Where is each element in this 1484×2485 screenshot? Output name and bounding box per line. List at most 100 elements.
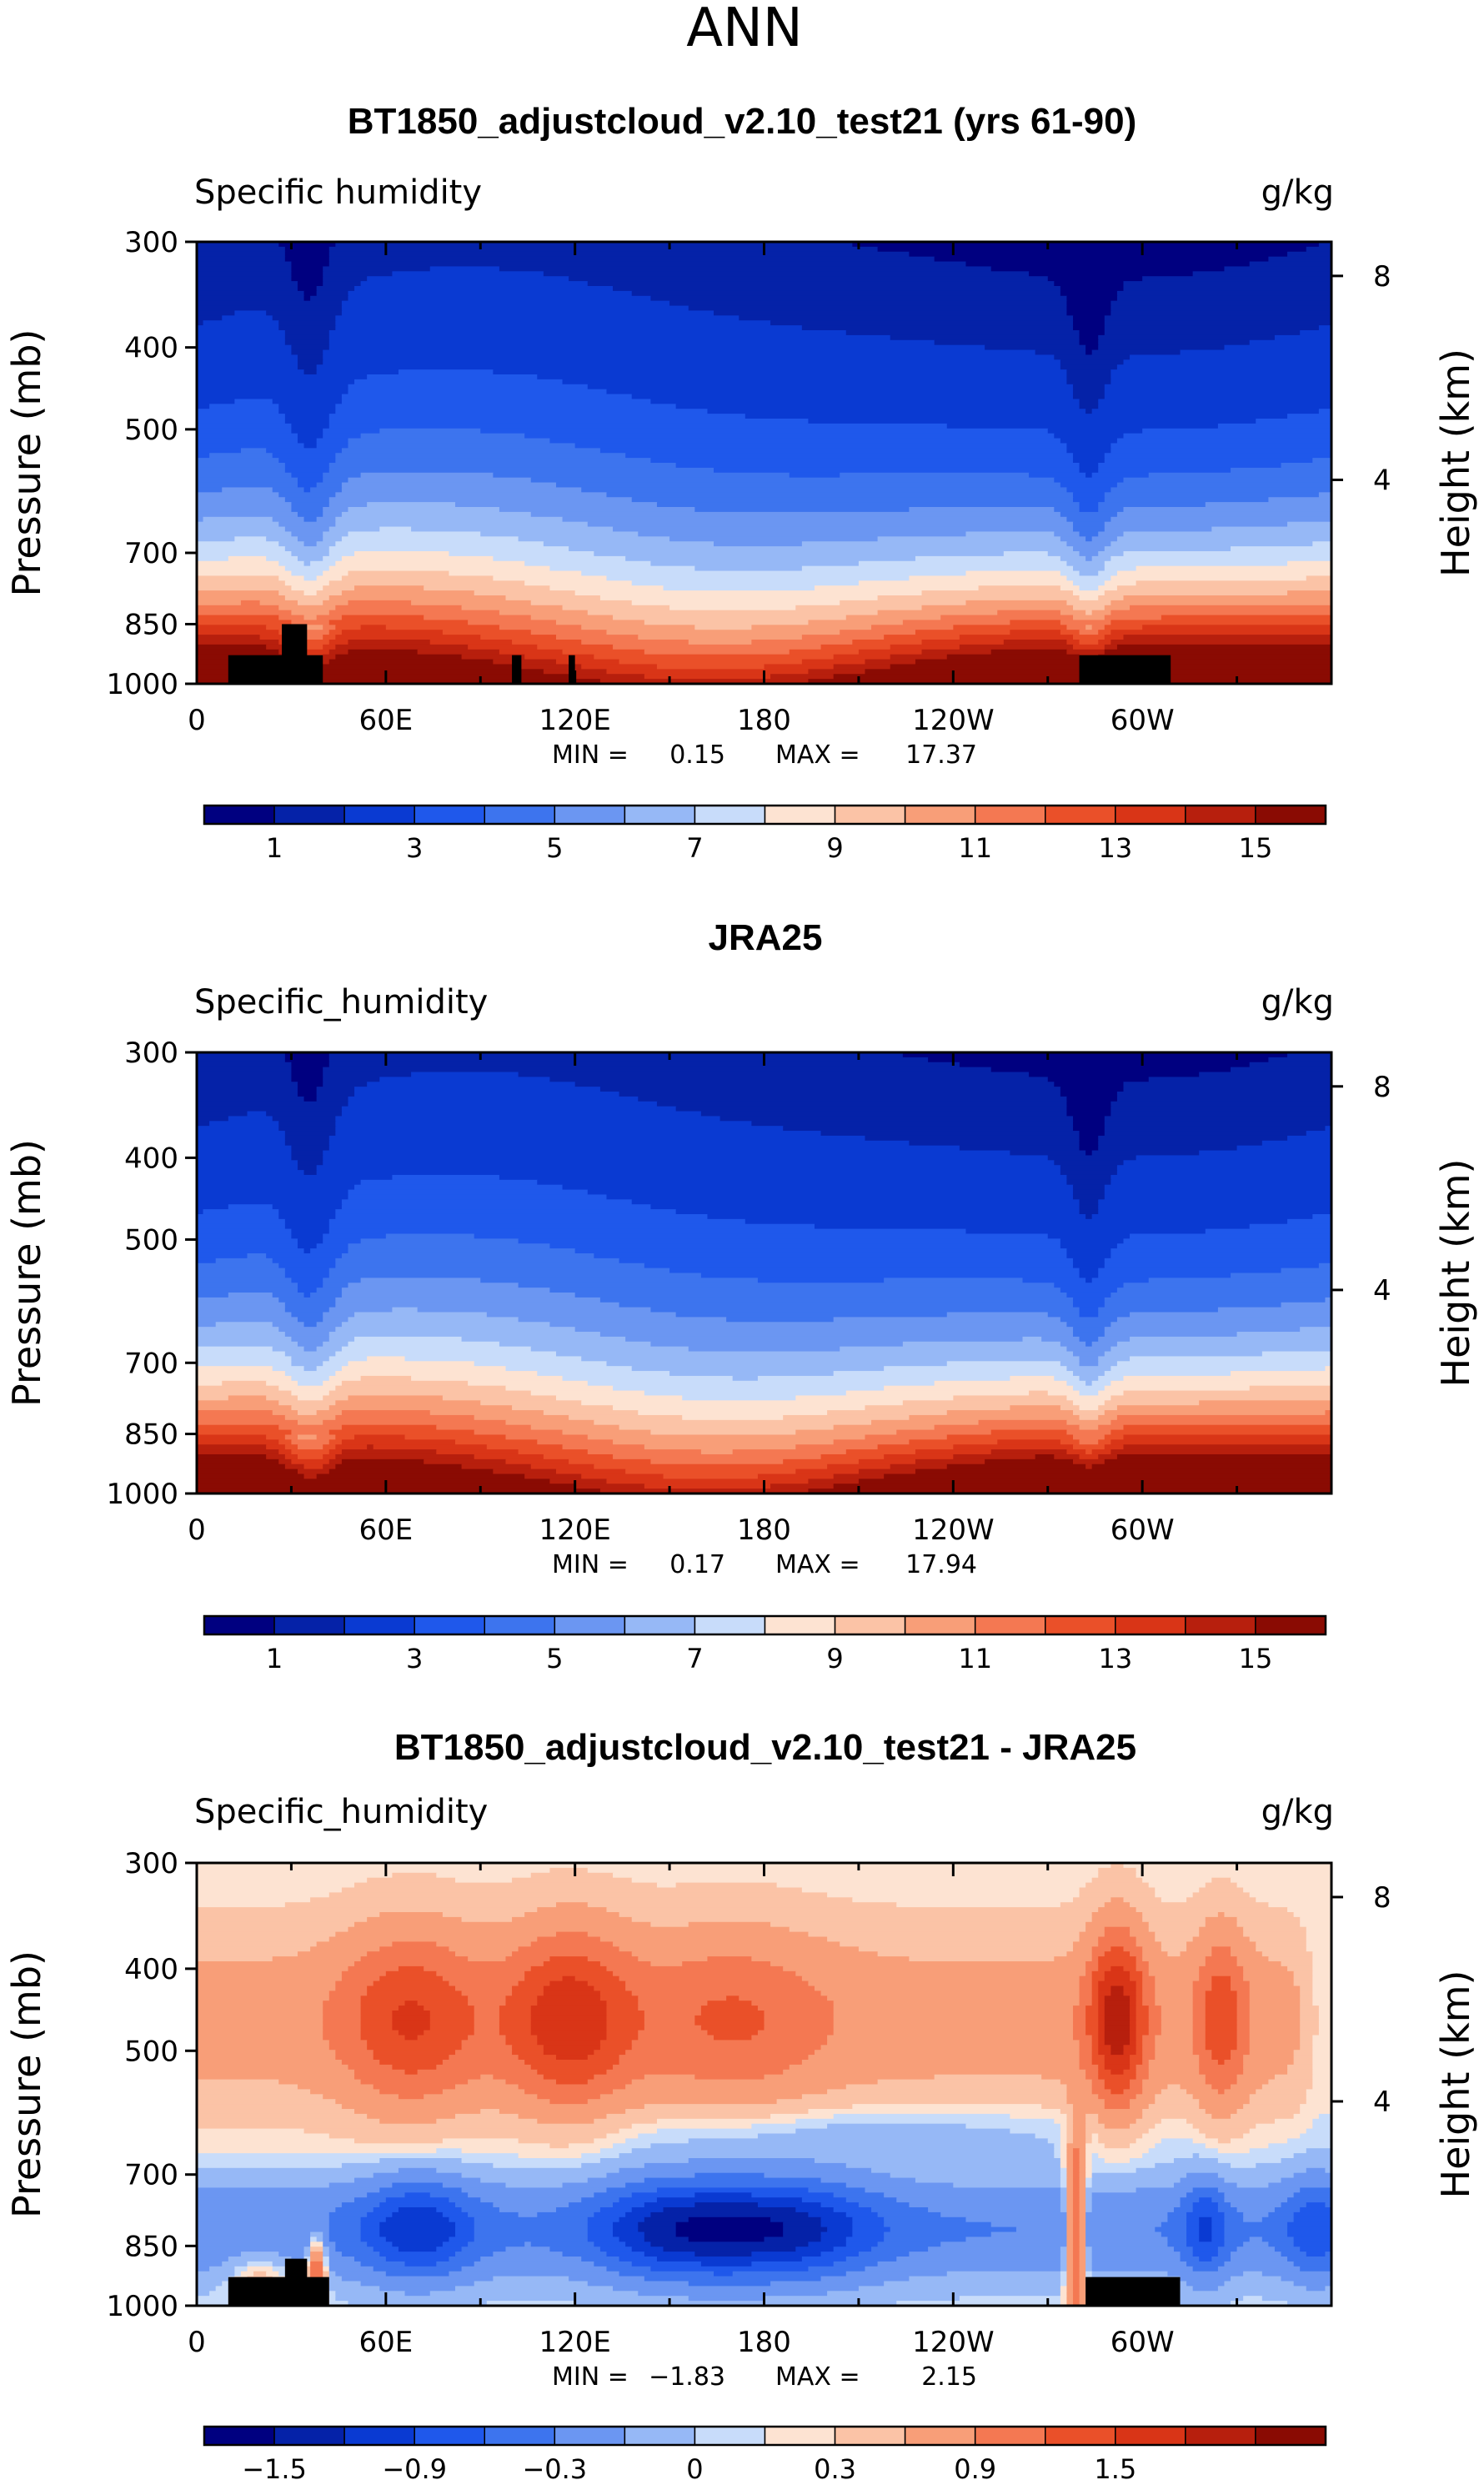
contour-cell [902,1052,1288,1058]
contour-cell [436,1449,519,1455]
contour-cell [1300,1916,1331,1923]
colorbar-label: 9 [826,1643,843,1674]
contour-cell [197,2207,337,2213]
contour-cell [341,482,557,489]
contour-cell [1199,1150,1331,1157]
contour-cell [278,1327,337,1333]
contour-cell [1167,2216,1187,2223]
contour-cell [1186,2216,1201,2223]
contour-cell [1066,443,1112,449]
colorbar-swatch [624,805,696,825]
contour-cell [1066,2153,1074,2159]
contour-cell [303,1170,318,1176]
contour-cell [1312,458,1331,464]
contour-cell [272,1410,298,1416]
contour-cell [303,2252,311,2257]
contour-cell [1072,2104,1105,2110]
contour-cell [1066,2089,1093,2096]
contour-cell [354,2177,482,2184]
contour-cell [1072,2296,1080,2302]
contour-cell [1130,2040,1137,2046]
contour-cell [1318,409,1331,414]
contour-cell [291,1228,330,1235]
contour-cell [1312,1985,1331,1992]
contour-cell [328,2231,362,2238]
contour-cell [1130,1233,1331,1240]
contour-cell [1116,290,1331,297]
contour-cell [272,1956,362,1962]
contour-cell [284,497,330,503]
contour-cell [197,1062,293,1068]
contour-cell [328,246,879,253]
contour-cell [323,644,337,650]
contour-cell [1148,2148,1219,2154]
contour-cell [1110,1985,1125,1992]
contour-cell [965,2236,1068,2243]
colorbar-swatch [484,1615,556,1635]
contour-cell [1268,2143,1331,2149]
contour-cell [197,1189,349,1196]
contour-cell [1236,1921,1301,1928]
contour-cell [764,2074,935,2081]
contour-cell [644,1444,797,1450]
contour-cell [1079,1936,1100,1943]
contour-cell [1116,511,1331,518]
contour-cell [1199,2221,1213,2228]
contour-cell [808,2109,1061,2115]
contour-cell [650,1921,689,1928]
contour-cell [1186,1897,1257,1903]
contour-cell [1072,2153,1080,2159]
contour-cell [644,2020,696,2026]
contour-cell [360,2015,394,2021]
contour-cell [1192,1996,1206,2001]
contour-cell [1066,1179,1112,1186]
contour-cell [1079,2276,1086,2282]
contour-cell [1243,1887,1331,1894]
contour-cell [284,1223,330,1230]
contour-cell [1098,1273,1231,1279]
contour-cell [209,404,280,410]
contour-cell [638,2133,759,2140]
contour-cell [795,1429,898,1436]
contour-cell [1060,2281,1068,2287]
contour-cell [1098,1439,1112,1446]
contour-cell [884,2221,992,2228]
contour-cell [1211,526,1331,533]
contour-cell [1098,585,1118,591]
contour-cell [1293,2236,1331,2243]
contour-cell [871,2207,929,2213]
contour-cell [1300,2011,1320,2016]
contour-cell [335,560,525,567]
contour-cell [1318,2006,1331,2011]
contour-cell [549,565,696,572]
contour-cell [404,2035,419,2041]
contour-cell [1079,2207,1086,2213]
contour-cell [1136,580,1331,587]
contour-cell [1066,625,1086,631]
contour-cell [1066,2211,1074,2218]
contour-cell [284,467,330,474]
contour-cell [764,2172,891,2179]
contour-cell [1098,640,1112,645]
contour-cell [354,2257,387,2262]
contour-cell [284,546,330,552]
contour-cell [379,2221,456,2228]
contour-cell [1192,2123,1257,2130]
contour-cell [1060,2276,1068,2282]
contour-cell [1091,2182,1175,2189]
contour-cell [197,1332,286,1338]
contour-cell [493,2074,544,2081]
contour-cell [360,2281,475,2287]
contour-cell [297,635,324,640]
contour-cell [644,2252,696,2257]
contour-cell [197,516,204,523]
contour-cell [1110,541,1314,547]
contour-cell [310,1293,343,1298]
contour-cell [197,2094,324,2100]
contour-cell [1312,1970,1331,1977]
contour-cell [240,448,267,454]
contour-cell [1079,585,1100,591]
contour-cell [197,2035,324,2041]
colorbar-label: 7 [686,1643,703,1674]
contour-cell [505,2182,564,2189]
